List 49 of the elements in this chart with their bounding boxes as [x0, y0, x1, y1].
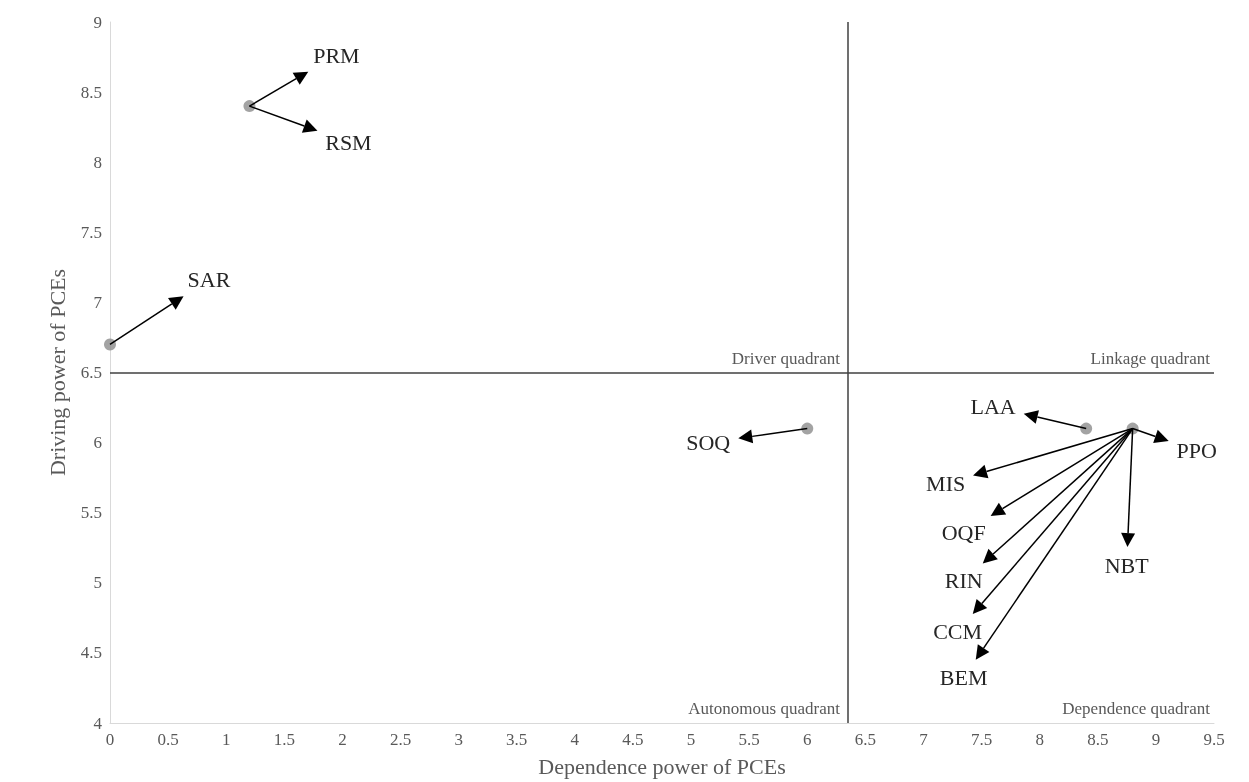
- x-tick-label: 7: [919, 730, 929, 749]
- x-tick-label: 7.5: [970, 730, 993, 749]
- y-tick-label: 5: [93, 573, 102, 593]
- y-tick-label: 8: [93, 152, 102, 172]
- x-tick-label: 5: [686, 730, 696, 749]
- x-tick-label: 2.5: [389, 730, 412, 749]
- annotation: BEM: [939, 665, 988, 691]
- x-tick-label: 8: [1035, 730, 1044, 749]
- y-tick-label: 4: [93, 713, 103, 733]
- annotation: SOQ: [686, 430, 731, 456]
- annotation: MIS: [926, 471, 966, 497]
- y-tick-label: 4.5: [80, 643, 102, 663]
- annotation: CCM: [933, 619, 983, 645]
- y-tick-label: 7: [93, 292, 103, 312]
- annotation: SAR: [187, 266, 231, 292]
- y-tick-label: 9: [93, 12, 102, 32]
- annotation: RIN: [944, 568, 983, 594]
- annotation: Driver quadrant: [731, 348, 841, 368]
- annotation: NBT: [1104, 553, 1150, 579]
- annotation: LAA: [970, 394, 1016, 420]
- x-tick-label: 0: [105, 730, 115, 749]
- x-tick-label: 3: [454, 730, 463, 749]
- x-axis-title: Dependence power of PCEs: [538, 753, 786, 779]
- x-tick-label: 1: [221, 730, 231, 749]
- x-tick-label: 3.5: [506, 730, 528, 749]
- y-tick-label: 5.5: [80, 503, 102, 523]
- x-tick-label: 6.5: [854, 730, 876, 749]
- x-tick-label: 5.5: [738, 730, 760, 749]
- annotation: PPO: [1176, 438, 1217, 464]
- annotation: OQF: [941, 520, 986, 546]
- y-axis-title: Driving power of PCEs: [44, 268, 70, 477]
- annotation: Dependence quadrant: [1062, 699, 1211, 718]
- y-tick-label: 7.5: [80, 222, 102, 242]
- x-tick-label: 8.5: [1087, 730, 1109, 749]
- x-tick-label: 0.5: [157, 730, 179, 749]
- y-tick-label: 6.5: [80, 363, 102, 382]
- x-tick-label: 9.5: [1203, 730, 1225, 749]
- annotation: PRM: [313, 42, 360, 68]
- annotation: RSM: [325, 129, 372, 155]
- x-tick-label: 4: [570, 730, 580, 749]
- x-tick-label: 4.5: [622, 730, 644, 749]
- annotation: Autonomous quadrant: [688, 699, 841, 718]
- y-tick-label: 6: [93, 433, 102, 453]
- x-tick-label: 1.5: [273, 730, 295, 749]
- annotation: Linkage quadrant: [1090, 348, 1211, 368]
- x-tick-label: 6: [803, 730, 812, 749]
- x-tick-label: 2: [338, 730, 347, 749]
- x-tick-label: 9: [1151, 730, 1161, 749]
- y-tick-label: 8.5: [80, 82, 102, 102]
